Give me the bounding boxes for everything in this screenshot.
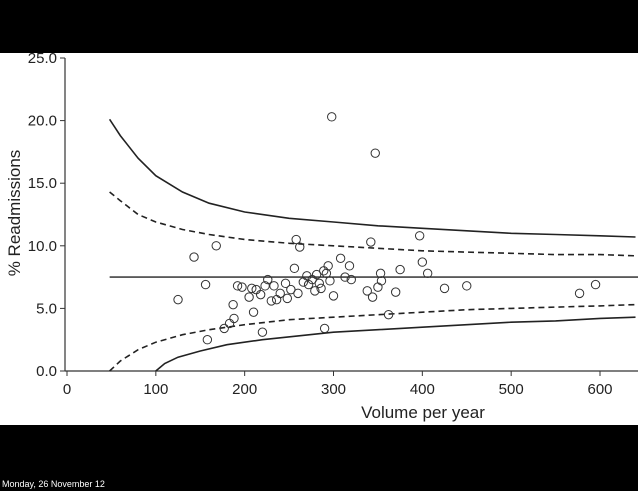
control-limit-curves xyxy=(108,118,638,372)
x-tick-label: 0 xyxy=(63,381,71,398)
data-point xyxy=(271,294,282,305)
data-point xyxy=(373,282,383,292)
x-tick-label: 100 xyxy=(143,381,168,398)
y-tick-label: 0.0 xyxy=(36,363,57,380)
data-point xyxy=(257,327,268,337)
control-limit-curve xyxy=(108,118,636,238)
data-point xyxy=(316,283,326,294)
data-point xyxy=(295,242,305,252)
control-limit-curve xyxy=(155,316,636,372)
data-point xyxy=(417,257,428,267)
data-point xyxy=(229,313,239,324)
data-point xyxy=(367,292,378,302)
data-point xyxy=(293,288,303,299)
data-point xyxy=(590,279,601,290)
data-point xyxy=(383,309,394,320)
data-point xyxy=(366,237,376,247)
axes-group xyxy=(60,57,638,376)
data-point xyxy=(574,288,585,299)
control-limit-curve xyxy=(109,303,636,372)
x-tick-label: 500 xyxy=(499,381,524,398)
control-limit-curve xyxy=(109,191,636,257)
data-point xyxy=(439,283,450,294)
scatter-points xyxy=(173,112,601,345)
footer-timestamp: Monday, 26 November 12 xyxy=(2,479,105,489)
data-point xyxy=(189,252,199,262)
data-point xyxy=(422,268,433,279)
y-tick-label: 20.0 xyxy=(28,113,57,130)
data-point xyxy=(319,323,330,334)
data-point xyxy=(303,279,314,290)
data-point xyxy=(232,281,243,291)
x-tick-label: 200 xyxy=(232,381,257,398)
data-point xyxy=(346,274,356,285)
data-point xyxy=(286,284,296,295)
data-point xyxy=(323,261,333,271)
data-point xyxy=(263,274,273,285)
y-tick-label: 25.0 xyxy=(28,53,57,67)
y-tick-label: 10.0 xyxy=(28,238,57,255)
data-point xyxy=(314,278,324,289)
data-point xyxy=(376,276,387,286)
data-point xyxy=(255,289,266,300)
y-axis-title: % Readmissions xyxy=(5,150,24,277)
data-point xyxy=(269,281,279,291)
data-point xyxy=(298,277,308,287)
x-tick-label: 400 xyxy=(410,381,435,398)
data-point xyxy=(247,283,257,294)
data-point xyxy=(321,268,332,279)
data-point xyxy=(375,268,386,279)
data-point xyxy=(340,272,350,282)
slide-canvas: 0.0 5.0 10.0 15.0 20.0 25.0 0 100 200 300 400 500 60… xyxy=(0,53,638,425)
data-point xyxy=(311,269,322,280)
y-tick-label: 5.0 xyxy=(36,300,57,317)
y-tick-label: 15.0 xyxy=(28,175,57,192)
data-point xyxy=(362,286,372,296)
data-point xyxy=(266,296,277,306)
data-point xyxy=(244,292,254,302)
data-point xyxy=(173,294,183,305)
data-point xyxy=(390,287,401,297)
data-point xyxy=(228,299,238,310)
funnel-plot: 0.0 5.0 10.0 15.0 20.0 25.0 0 100 200 300 400 500 60… xyxy=(5,53,638,422)
data-point xyxy=(280,278,291,289)
x-axis-title: Volume per year xyxy=(361,403,485,422)
data-point xyxy=(462,281,472,291)
data-point xyxy=(335,253,346,264)
data-point xyxy=(237,282,247,292)
data-point xyxy=(219,323,229,334)
x-tick-label: 300 xyxy=(321,381,346,398)
axis-labels: 0.0 5.0 10.0 15.0 20.0 25.0 0 100 200 300 400 500 60… xyxy=(5,53,613,422)
data-point xyxy=(327,112,337,122)
data-point xyxy=(248,307,259,317)
data-point xyxy=(291,234,301,245)
data-point xyxy=(211,241,221,251)
data-point xyxy=(328,291,339,301)
data-point xyxy=(310,286,320,296)
data-point xyxy=(395,264,405,275)
x-tick-label: 600 xyxy=(587,381,612,398)
data-point xyxy=(202,335,213,345)
data-point xyxy=(319,266,329,276)
data-point xyxy=(370,148,380,158)
data-point xyxy=(414,231,425,241)
data-point xyxy=(325,276,335,286)
data-point xyxy=(344,261,355,271)
data-point xyxy=(275,288,285,299)
data-point xyxy=(282,293,293,304)
data-point xyxy=(289,263,300,274)
data-point xyxy=(200,279,211,290)
